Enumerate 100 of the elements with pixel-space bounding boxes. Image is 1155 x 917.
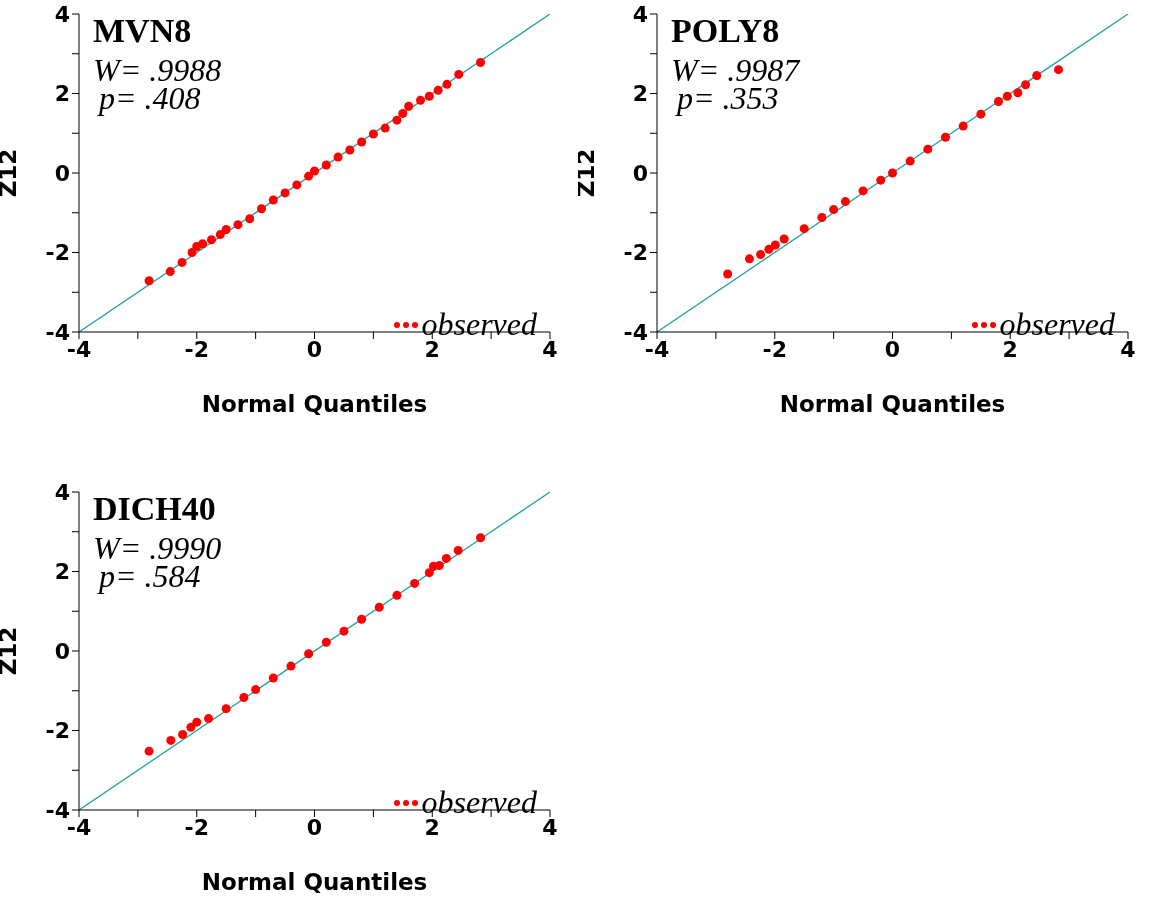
point — [876, 175, 886, 185]
point — [410, 578, 420, 588]
point — [339, 626, 349, 636]
point — [333, 152, 343, 162]
y-tick-label: 0 — [632, 160, 648, 186]
point — [441, 553, 451, 563]
x-tick-label: 0 — [884, 336, 901, 362]
point — [779, 234, 789, 244]
point — [476, 533, 486, 543]
point — [958, 121, 968, 131]
chart-title: MVN8 — [93, 12, 193, 49]
point — [453, 545, 463, 555]
y-tick-label: -2 — [623, 240, 648, 266]
point — [976, 109, 986, 119]
y-tick-label: -2 — [45, 718, 70, 744]
x-tick-label: 4 — [1120, 336, 1136, 362]
x-tick-label: -2 — [184, 814, 209, 840]
point — [434, 561, 444, 571]
point — [368, 129, 378, 139]
point — [1054, 65, 1064, 75]
y-tick-label: -4 — [45, 319, 70, 345]
point — [304, 649, 314, 659]
point — [817, 213, 827, 223]
point — [280, 188, 290, 198]
x-tick-label: 4 — [542, 336, 558, 362]
point — [392, 590, 402, 600]
point — [221, 704, 231, 714]
point — [257, 204, 267, 214]
point — [756, 249, 766, 259]
point — [233, 220, 243, 230]
point — [905, 156, 915, 166]
point — [840, 197, 850, 207]
point — [940, 132, 950, 142]
point — [1032, 71, 1042, 81]
point — [1002, 91, 1012, 101]
point — [392, 115, 402, 125]
x-tick-label: 4 — [542, 814, 558, 840]
point — [165, 267, 175, 277]
point — [770, 240, 780, 250]
x-tick-label: 0 — [306, 814, 323, 840]
point — [345, 145, 355, 155]
y-axis-title: Z12 — [573, 148, 600, 198]
point — [304, 171, 314, 181]
point — [424, 91, 434, 101]
y-tick-label: 0 — [54, 160, 70, 186]
point — [251, 685, 261, 695]
point — [206, 235, 216, 245]
point — [204, 714, 214, 724]
point — [454, 69, 464, 79]
point — [744, 254, 754, 264]
point — [221, 224, 231, 234]
point — [404, 101, 414, 111]
point — [215, 230, 225, 240]
point — [415, 95, 425, 105]
x-tick-label: -2 — [762, 336, 787, 362]
y-tick-label: 4 — [54, 479, 70, 505]
chart-title: POLY8 — [671, 12, 781, 49]
point — [357, 137, 367, 147]
point — [433, 85, 443, 95]
y-axis-title: Z12 — [0, 148, 22, 198]
chart-title: DICH40 — [93, 490, 217, 527]
point — [764, 244, 774, 254]
point — [186, 722, 196, 732]
point — [177, 257, 187, 267]
x-axis-title: Normal Quantiles — [201, 391, 428, 417]
point — [198, 239, 208, 249]
point — [829, 205, 839, 215]
point — [245, 214, 255, 224]
point — [723, 269, 733, 279]
point — [476, 58, 486, 67]
point — [1021, 80, 1031, 90]
x-tick-label: 0 — [306, 336, 323, 362]
y-tick-label: 2 — [54, 559, 70, 585]
x-axis-title: Normal Quantiles — [201, 869, 428, 895]
point — [292, 180, 302, 190]
point — [923, 144, 933, 154]
point — [187, 248, 197, 257]
point — [178, 729, 188, 739]
y-tick-label: 4 — [632, 1, 648, 27]
point — [144, 746, 154, 756]
point — [192, 717, 202, 727]
y-axis-title: Z12 — [0, 626, 22, 676]
point — [424, 568, 434, 578]
x-axis-title: Normal Quantiles — [779, 391, 1006, 417]
x-tick-label: -2 — [184, 336, 209, 362]
point — [1013, 88, 1023, 98]
y-tick-label: -4 — [45, 797, 70, 823]
point — [398, 108, 408, 118]
point — [442, 79, 452, 89]
point — [239, 693, 249, 703]
y-tick-label: 2 — [632, 81, 648, 107]
y-tick-label: 0 — [54, 638, 70, 664]
point — [993, 96, 1003, 106]
y-tick-label: -2 — [45, 240, 70, 266]
point — [888, 168, 897, 178]
point — [858, 186, 868, 196]
point — [374, 602, 384, 612]
point — [357, 614, 367, 624]
point — [310, 166, 319, 176]
point — [268, 673, 278, 683]
